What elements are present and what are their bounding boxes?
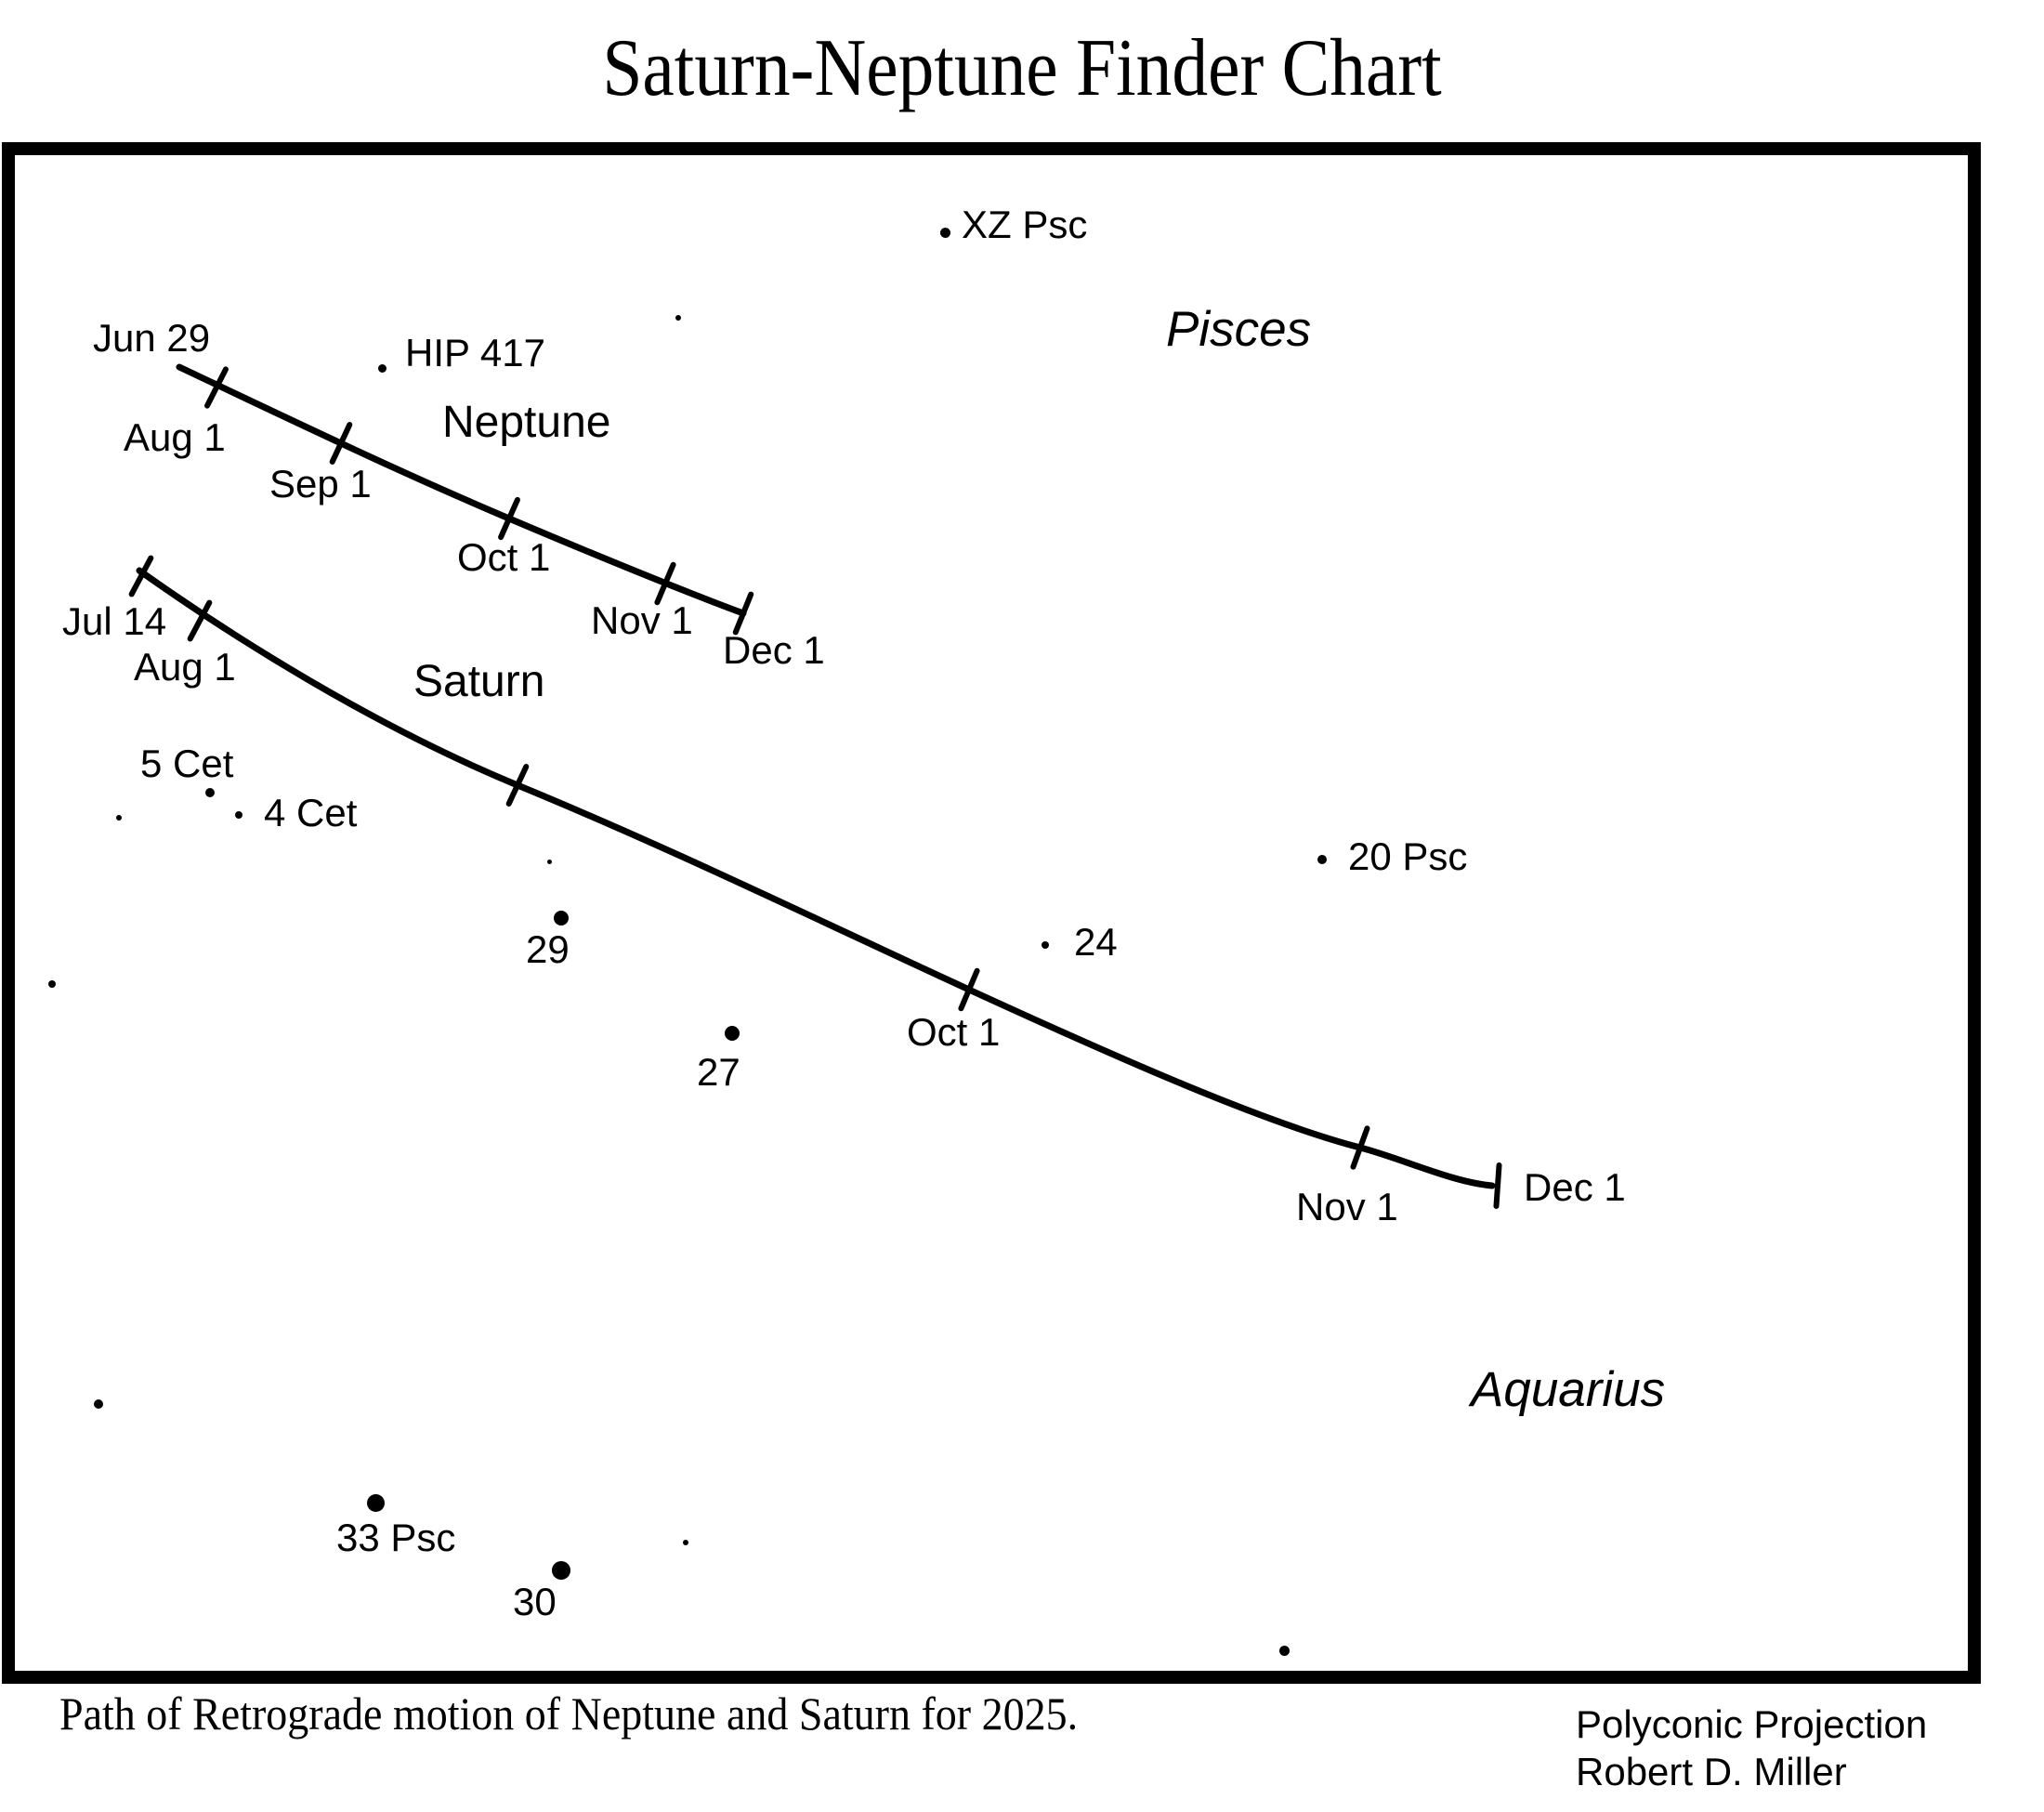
neptune-tick-nov-1 [654, 561, 676, 606]
star-33-psc [366, 1493, 385, 1512]
chart-frame [2, 142, 1981, 1684]
star-label: XZ Psc [962, 203, 1088, 246]
star-label: 33 Psc [336, 1516, 456, 1559]
neptune-date-label: Dec 1 [723, 628, 825, 672]
saturn-date-label: Aug 1 [134, 645, 236, 689]
star-label: 27 [697, 1050, 740, 1094]
constellation-label-pisces: Pisces [1166, 302, 1312, 357]
neptune-label: Neptune [442, 398, 611, 447]
saturn-tick-oct-1 [958, 967, 980, 1012]
neptune-tick-aug-1 [204, 366, 229, 409]
star-label: 24 [1074, 920, 1118, 964]
star-27 [725, 1026, 740, 1041]
star-label: 30 [513, 1580, 557, 1623]
credit-author: Robert D. Miller [1576, 1750, 1847, 1794]
star-dot [116, 815, 122, 821]
chart-caption: Path of Retrograde motion of Neptune and… [59, 1687, 1079, 1740]
saturn-label: Saturn [413, 657, 545, 706]
neptune-date-label: Aug 1 [124, 415, 226, 459]
credit-projection: Polyconic Projection [1576, 1702, 1928, 1746]
neptune-retrograde-path [176, 363, 747, 617]
saturn-tick-aug-1 [187, 599, 213, 642]
saturn-tick-dec-1 [1493, 1162, 1502, 1209]
star-29 [554, 911, 569, 926]
star-5-cet [205, 788, 215, 797]
star-label: 20 Psc [1348, 834, 1468, 878]
star-dot [675, 315, 681, 321]
saturn-tick-nov-1 [1350, 1125, 1370, 1170]
neptune-date-label: Nov 1 [591, 598, 693, 642]
neptune-tick-oct-1 [498, 496, 520, 541]
saturn-date-label: Jul 14 [62, 599, 167, 643]
star-dot [683, 1540, 688, 1545]
star-label: 4 Cet [264, 791, 358, 834]
star-20-psc [1317, 855, 1327, 864]
star-30 [552, 1561, 570, 1580]
star-label: HIP 417 [405, 331, 545, 374]
neptune-date-label: Jun 29 [93, 316, 211, 360]
star-dot [48, 980, 56, 988]
neptune-tick-sep-1 [329, 422, 353, 465]
page-title: Saturn-Neptune Finder Chart [602, 23, 1442, 113]
star-xz-psc [939, 227, 950, 238]
credit-block: Polyconic Projection Robert D. Miller [1576, 1700, 1927, 1795]
star-dot [1278, 1645, 1290, 1656]
saturn-date-label: Dec 1 [1524, 1165, 1626, 1209]
saturn-tick-unlabeled [505, 764, 530, 807]
star-label: 5 Cet [140, 742, 234, 785]
star-hip-417 [377, 363, 387, 373]
star-24 [1042, 941, 1049, 949]
saturn-tick-jul-14 [128, 555, 154, 597]
saturn-date-label: Oct 1 [907, 1010, 1001, 1054]
neptune-date-label: Oct 1 [457, 535, 551, 579]
neptune-date-label: Sep 1 [269, 462, 372, 506]
star-label: 29 [526, 927, 570, 971]
constellation-label-aquarius: Aquarius [1471, 1362, 1666, 1417]
star-4-cet [235, 811, 242, 819]
neptune-tick-dec-1 [732, 591, 754, 636]
star-dot [546, 859, 552, 864]
star-dot [94, 1399, 103, 1409]
saturn-date-label: Nov 1 [1296, 1185, 1398, 1228]
